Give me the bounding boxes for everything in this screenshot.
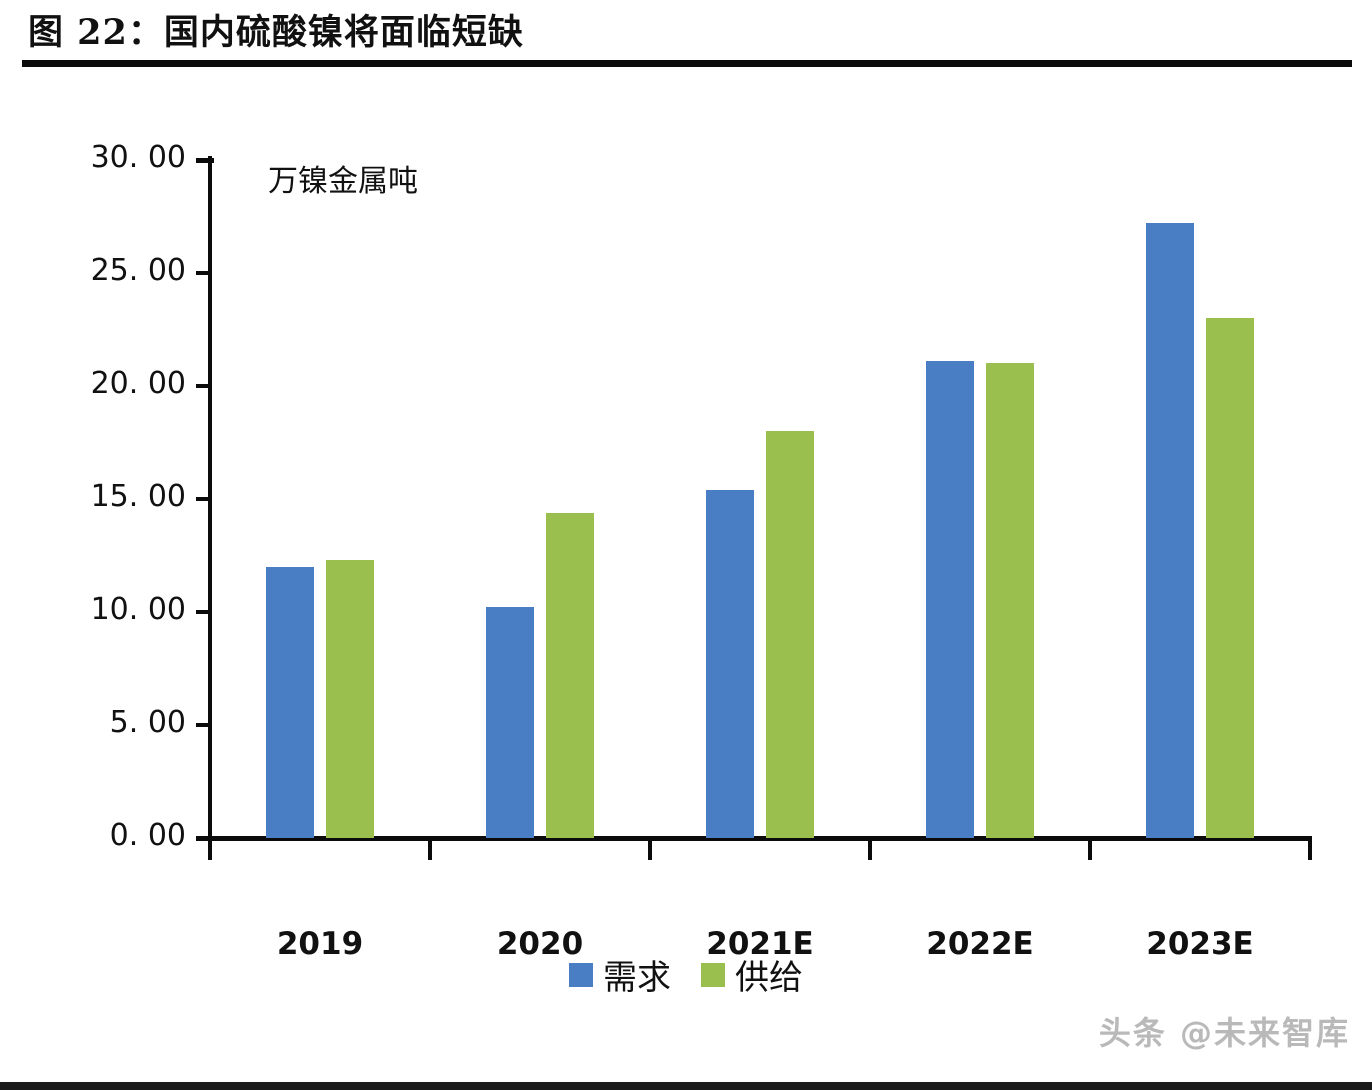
y-axis-tick	[196, 723, 212, 727]
y-axis-tick-label: 0. 00	[109, 818, 186, 853]
x-axis-tick	[208, 840, 212, 860]
y-axis-tick	[196, 271, 212, 275]
x-axis-line	[208, 836, 1312, 841]
bar-需求-2022E	[926, 361, 974, 838]
page-title: 图 22：国内硫酸镍将面临短缺	[28, 12, 524, 53]
legend-label: 供给	[735, 958, 803, 998]
x-axis-tick	[868, 840, 872, 860]
legend-label: 需求	[603, 958, 671, 998]
x-axis-label-2020: 2020	[496, 926, 584, 962]
x-axis-tick	[1088, 840, 1092, 860]
bar-需求-2023E	[1146, 223, 1194, 838]
y-axis-tick-label: 5. 00	[109, 705, 186, 740]
chart-legend: 需求 供给	[0, 950, 1372, 999]
y-axis-tick	[196, 497, 212, 501]
bar-需求-2019	[266, 566, 314, 838]
x-axis-label-2023E: 2023E	[1146, 926, 1254, 962]
y-axis-tick-label: 25. 00	[90, 253, 186, 288]
legend-item-需求[interactable]: 需求	[569, 950, 671, 999]
legend-item-供给[interactable]: 供给	[701, 950, 803, 999]
bottom-bar	[0, 1082, 1372, 1090]
y-axis-tick-label: 10. 00	[90, 592, 186, 627]
y-axis-tick	[196, 158, 214, 163]
bar-供给-2020	[546, 512, 594, 838]
x-axis-label-2022E: 2022E	[926, 926, 1034, 962]
bar-需求-2020	[486, 607, 534, 838]
figure-header: 图 22：国内硫酸镍将面临短缺	[0, 0, 1372, 70]
x-axis-tick	[1308, 840, 1312, 860]
x-axis-tick	[428, 840, 432, 860]
y-axis-tick	[196, 384, 212, 388]
legend-swatch-icon	[569, 962, 593, 987]
x-axis-tick	[648, 840, 652, 860]
y-axis-tick	[196, 610, 212, 614]
watermark: 头条 @未来智库	[1098, 1014, 1350, 1052]
title-divider	[22, 60, 1352, 67]
y-axis-tick-label: 20. 00	[90, 366, 186, 401]
y-axis-tick-label: 30. 00	[90, 140, 186, 175]
bar-需求-2021E	[706, 489, 754, 838]
x-axis-label-2019: 2019	[276, 926, 364, 962]
chart-canvas: 万镍金属吨 30. 00 25. 00 20. 00 15. 00 10. 00 5. 0…	[0, 70, 1372, 1090]
y-axis-tick-label: 15. 00	[90, 479, 186, 514]
x-axis-label-2021E: 2021E	[706, 926, 814, 962]
bar-供给-2023E	[1206, 318, 1254, 838]
y-axis-tick	[196, 836, 214, 841]
legend-swatch-icon	[701, 962, 725, 987]
bar-供给-2022E	[986, 363, 1034, 838]
bar-供给-2021E	[766, 431, 814, 838]
y-axis-unit-label: 万镍金属吨	[268, 164, 418, 199]
bar-供给-2019	[326, 560, 374, 838]
bars-layer	[210, 160, 1310, 838]
